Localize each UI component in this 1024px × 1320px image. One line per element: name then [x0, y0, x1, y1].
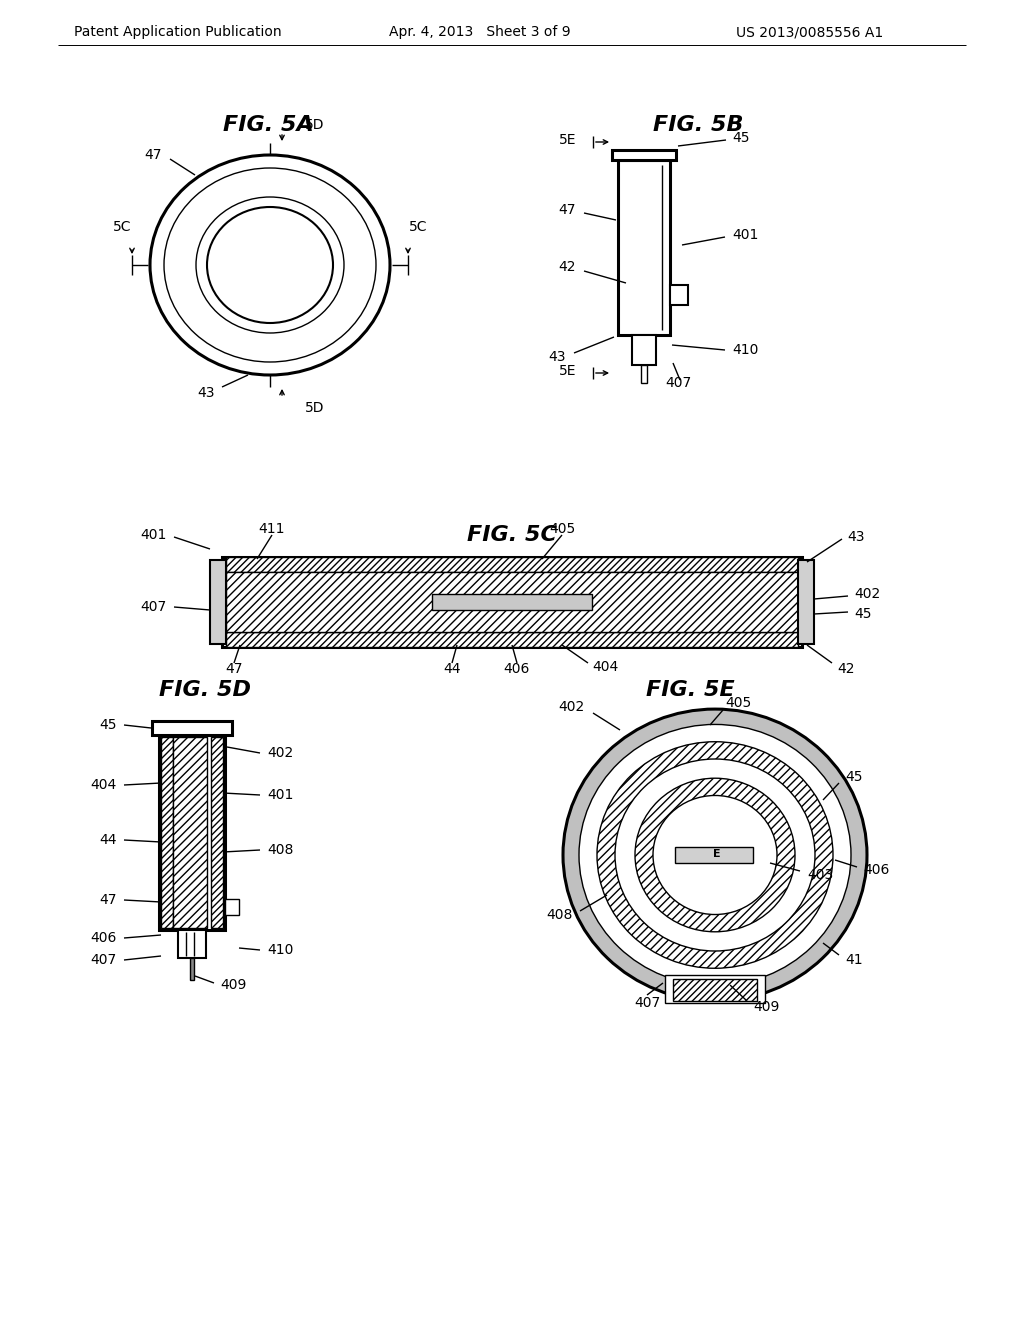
Bar	[210, 560, 226, 644]
Bar	[226, 557, 798, 572]
Text: FIG. 5B: FIG. 5B	[652, 115, 743, 135]
Text: 406: 406	[504, 663, 530, 676]
Text: 402: 402	[854, 587, 881, 601]
Text: 45: 45	[845, 770, 862, 784]
Bar	[211, 737, 223, 928]
Text: 411: 411	[259, 521, 286, 536]
Ellipse shape	[597, 742, 833, 969]
Bar	[152, 721, 232, 735]
Bar	[670, 285, 688, 305]
Text: 407: 407	[665, 376, 691, 389]
Text: 5C: 5C	[409, 220, 427, 234]
Text: 406: 406	[863, 863, 890, 876]
Text: 43: 43	[198, 385, 215, 400]
Text: 407: 407	[634, 997, 660, 1010]
Bar	[432, 594, 592, 610]
Bar	[675, 847, 753, 863]
Bar	[226, 572, 798, 632]
Text: 43: 43	[847, 531, 864, 544]
Bar	[673, 979, 757, 1001]
Text: 42: 42	[558, 260, 575, 275]
Text: 407: 407	[91, 953, 117, 968]
Bar	[225, 899, 239, 915]
Text: FIG. 5D: FIG. 5D	[159, 680, 251, 700]
Text: 43: 43	[549, 350, 566, 364]
Text: 404: 404	[91, 777, 117, 792]
Text: FIG. 5A: FIG. 5A	[222, 115, 313, 135]
Text: 45: 45	[99, 718, 117, 733]
Text: 47: 47	[99, 894, 117, 907]
Text: FIG. 5C: FIG. 5C	[467, 525, 557, 545]
Text: 42: 42	[837, 663, 854, 676]
Bar	[612, 150, 676, 160]
Text: 401: 401	[732, 228, 759, 242]
Text: 5D: 5D	[305, 117, 325, 132]
Bar	[190, 958, 194, 979]
Text: 45: 45	[854, 607, 871, 620]
Text: FIG. 5E: FIG. 5E	[645, 680, 734, 700]
Text: 5D: 5D	[305, 401, 325, 414]
Text: 402: 402	[267, 746, 293, 760]
Bar	[161, 737, 173, 928]
Bar	[178, 931, 206, 958]
Text: 45: 45	[732, 131, 750, 145]
Ellipse shape	[563, 709, 867, 1001]
Text: Patent Application Publication: Patent Application Publication	[74, 25, 282, 40]
Ellipse shape	[635, 779, 795, 932]
Bar	[641, 366, 647, 383]
Text: 404: 404	[592, 660, 618, 675]
Ellipse shape	[653, 796, 777, 915]
Text: 407: 407	[140, 601, 167, 614]
Text: 44: 44	[443, 663, 461, 676]
Text: 47: 47	[144, 148, 162, 162]
Text: 47: 47	[225, 663, 243, 676]
Ellipse shape	[579, 725, 851, 986]
Text: 406: 406	[91, 931, 117, 945]
Text: 401: 401	[267, 788, 293, 803]
Ellipse shape	[615, 759, 815, 950]
Text: 405: 405	[549, 521, 575, 536]
Text: 403: 403	[807, 869, 834, 882]
Text: 41: 41	[845, 953, 862, 968]
Text: E: E	[713, 849, 721, 859]
Text: 409: 409	[753, 1001, 779, 1014]
Text: Apr. 4, 2013   Sheet 3 of 9: Apr. 4, 2013 Sheet 3 of 9	[389, 25, 570, 40]
Bar	[632, 335, 656, 366]
Text: 5C: 5C	[113, 220, 131, 234]
Text: 410: 410	[732, 343, 759, 356]
Bar	[618, 160, 670, 335]
Text: 402: 402	[559, 700, 585, 714]
Text: 47: 47	[558, 203, 575, 216]
Text: 405: 405	[725, 696, 752, 710]
Bar	[665, 975, 765, 1003]
Text: 408: 408	[547, 908, 573, 921]
Bar	[159, 735, 225, 931]
Text: 5E: 5E	[558, 133, 575, 147]
Text: 408: 408	[267, 843, 293, 857]
Text: 44: 44	[99, 833, 117, 847]
Text: 409: 409	[220, 978, 247, 993]
Bar	[173, 737, 207, 928]
Text: 5E: 5E	[558, 364, 575, 378]
Text: 410: 410	[267, 942, 293, 957]
Text: 401: 401	[140, 528, 167, 543]
Text: US 2013/0085556 A1: US 2013/0085556 A1	[736, 25, 884, 40]
Bar	[226, 632, 798, 647]
Bar	[222, 557, 802, 647]
Bar	[798, 560, 814, 644]
